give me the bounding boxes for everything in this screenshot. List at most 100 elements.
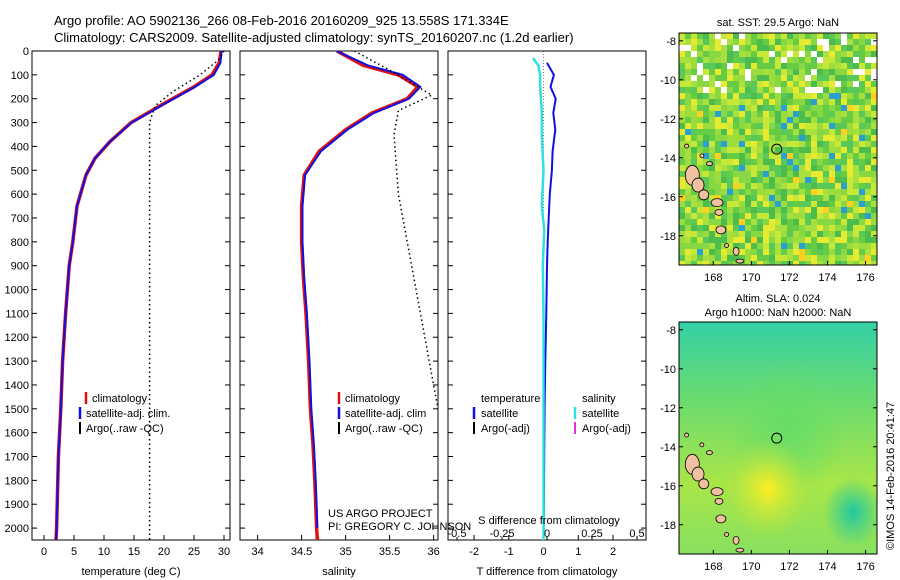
sst-cell [709,141,715,147]
sst-cell [709,33,715,39]
sst-cell [859,105,865,111]
sst-cell [841,117,847,123]
sst-cell [811,69,817,75]
sst-cell [859,171,865,177]
sst-cell [871,105,877,111]
sst-cell [859,123,865,129]
sst-cell [829,183,835,189]
sst-cell [703,165,709,171]
sst-cell [703,123,709,129]
sst-cell [733,63,739,69]
sst-cell [709,171,715,177]
sst-cell [817,75,823,81]
sst-cell [823,99,829,105]
sst-cell [841,201,847,207]
sst-cell [787,105,793,111]
sst-cell [829,105,835,111]
sst-cell [781,243,787,249]
sst-cell [871,255,877,261]
y-tick-label: 1400 [5,380,29,392]
sst-cell [871,69,877,75]
sst-cell [823,33,829,39]
sst-cell [769,189,775,195]
sst-cell [697,225,703,231]
sst-cell [715,69,721,75]
sst-cell [763,219,769,225]
sst-cell [721,219,727,225]
sst-cell [679,135,685,141]
x2-tick-label: -0.5 [448,528,467,540]
sst-cell [703,213,709,219]
sst-cell [727,75,733,81]
sst-cell [763,75,769,81]
sst-cell [787,183,793,189]
sst-cell [781,237,787,243]
sst-cell [829,69,835,75]
sst-cell [703,249,709,255]
sst-cell [817,123,823,129]
sst-cell [781,123,787,129]
sst-cell [811,195,817,201]
temperature-panel: 0 5 10 15 20 25 300100200300400500600700800900… [5,46,231,558]
sst-cell [847,189,853,195]
sst-cell [703,117,709,123]
sst-cell [787,201,793,207]
map-x-tick-label: 168 [704,272,722,284]
sst-cell [715,249,721,255]
sst-cell [745,99,751,105]
sst-cell [847,165,853,171]
sst-cell [799,225,805,231]
sst-cell [823,63,829,69]
sst-cell [679,147,685,153]
sst-cell [679,225,685,231]
sst-cell [805,51,811,57]
sst-cell [763,81,769,87]
sst-cell [841,93,847,99]
sst-cell [847,51,853,57]
map-x-tick-label: 176 [856,561,874,573]
sst-cell [703,261,709,265]
sst-cell [739,135,745,141]
y-tick-label: 1500 [5,404,29,416]
sst-cell [685,261,691,265]
sst-cell [853,111,859,117]
sst-cell [679,93,685,99]
sst-cell [859,231,865,237]
sst-cell [757,105,763,111]
sst-cell [859,63,865,69]
sst-cell [859,93,865,99]
sst-cell [769,219,775,225]
sst-cell [775,63,781,69]
sst-cell [685,57,691,63]
sst-cell [787,207,793,213]
sst-cell [859,213,865,219]
sst-cell [811,237,817,243]
sst-cell [787,81,793,87]
sst-cell [685,207,691,213]
sst-cell [679,117,685,123]
sst-cell [787,69,793,75]
sst-cell [685,129,691,135]
sst-cell [781,57,787,63]
sst-cell [865,99,871,105]
sst-cell [757,165,763,171]
sst-cell [751,135,757,141]
sst-cell [793,51,799,57]
sst-cell [787,165,793,171]
sst-cell [727,123,733,129]
sst-cell [757,123,763,129]
sst-cell [799,243,805,249]
sst-cell [781,147,787,153]
y-tick-label: 1000 [5,285,29,297]
map-y-tick-label: -16 [660,481,676,493]
sst-cell [703,201,709,207]
sst-cell [715,243,721,249]
sst-cell [703,81,709,87]
sst-cell [679,75,685,81]
sst-cell [853,255,859,261]
sst-cell [721,255,727,261]
sst-cell [739,75,745,81]
sst-cell [847,171,853,177]
sst-cell [739,147,745,153]
sst-cell [715,189,721,195]
